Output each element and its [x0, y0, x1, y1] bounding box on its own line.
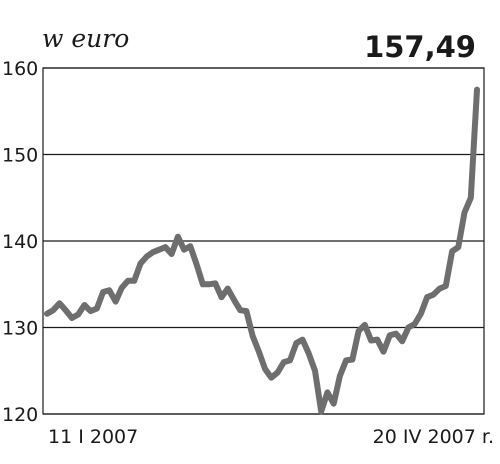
y-tick-label: 140 [2, 231, 38, 253]
y-tick-label: 150 [2, 145, 38, 167]
y-tick-label: 120 [2, 404, 38, 426]
series-line [44, 86, 480, 415]
y-tick-label: 130 [2, 318, 38, 340]
plot-frame [42, 67, 485, 415]
x-end-label: 20 IV 2007 r. [373, 426, 494, 448]
last-value-label: 157,49 [364, 30, 476, 64]
y-axis-ticks: 160 150 140 130 120 [2, 58, 38, 426]
unit-label: w euro [42, 24, 129, 53]
y-tick-label: 160 [2, 58, 38, 80]
x-start-label: 11 I 2007 [48, 426, 138, 448]
